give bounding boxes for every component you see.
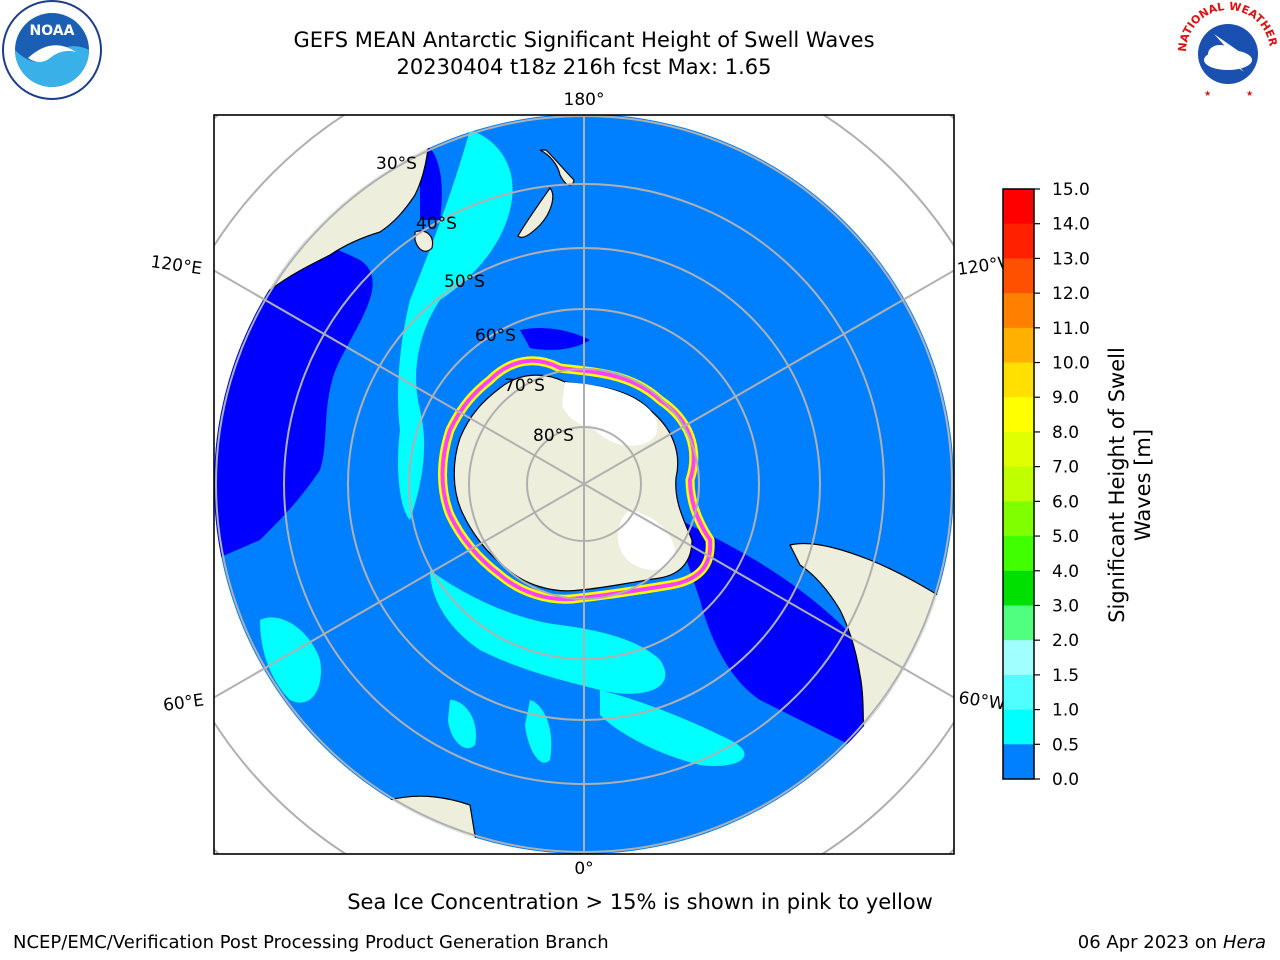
lat-label-70s: 70°S bbox=[504, 376, 545, 396]
footer-credit: NCEP/EMC/Verification Post Processing Pr… bbox=[13, 932, 609, 953]
colorbar-tick-label: 3.0 bbox=[1052, 596, 1079, 616]
colorbar-tick-label: 11.0 bbox=[1052, 319, 1090, 339]
map-subtitle: 20230404 t18z 216h fcst Max: 1.65 bbox=[396, 55, 772, 79]
colorbar-segment bbox=[1003, 570, 1034, 606]
weddell-ice-shelf bbox=[618, 510, 676, 570]
colorbar-segment bbox=[1003, 640, 1034, 676]
map-title: GEFS MEAN Antarctic Significant Height o… bbox=[293, 28, 875, 52]
lon-label-120e: 120°E bbox=[149, 252, 203, 279]
lon-label-0: 0° bbox=[574, 859, 593, 879]
graticule bbox=[214, 115, 954, 854]
colorbar-frame bbox=[1002, 188, 1035, 780]
high-swell-region bbox=[260, 617, 321, 703]
colorbar-tick-label: 15.0 bbox=[1052, 180, 1090, 200]
colorbar-segment bbox=[1003, 536, 1034, 572]
colorbar-segment bbox=[1003, 293, 1034, 329]
colorbar-tick-label: 7.0 bbox=[1052, 458, 1079, 478]
colorbar-segment bbox=[1003, 466, 1034, 502]
land-new-zealand-south bbox=[517, 187, 554, 238]
lat-label-60s: 60°S bbox=[475, 326, 516, 346]
colorbar-segment bbox=[1003, 223, 1034, 259]
colorbar-tick-label: 10.0 bbox=[1052, 354, 1090, 374]
colorbar-segment bbox=[1003, 431, 1034, 468]
ross-ice-shelf bbox=[562, 382, 658, 446]
colorbar-segment bbox=[1003, 709, 1034, 745]
colorbar-segment bbox=[1003, 397, 1034, 433]
colorbar-tick-label: 4.0 bbox=[1052, 562, 1079, 582]
high-swell-region bbox=[430, 570, 666, 694]
colorbar-tick-label: 9.0 bbox=[1052, 388, 1079, 408]
colorbar-segment bbox=[1003, 189, 1034, 225]
lat-label-40s: 40°S bbox=[416, 214, 457, 234]
lon-label-180: 180° bbox=[564, 90, 605, 110]
colorbar-tick-label: 8.0 bbox=[1052, 423, 1079, 443]
colorbar-tick-label: 1.0 bbox=[1052, 701, 1079, 721]
high-swell-region bbox=[448, 700, 476, 749]
lon-label-60e: 60°E bbox=[162, 690, 205, 715]
lat-label-80s: 80°S bbox=[533, 426, 574, 446]
colorbar: 15.0 14.0 13.0 12.0 11.0 10.0 9.0 8.0 7.0 6.0 5.0 4… bbox=[1002, 180, 1090, 790]
colorbar-segment bbox=[1003, 327, 1034, 364]
colorbar-tick-label: 2.0 bbox=[1052, 631, 1079, 651]
colorbar-tick-label: 6.0 bbox=[1052, 492, 1079, 512]
lat-label-50s: 50°S bbox=[444, 272, 485, 292]
colorbar-segment bbox=[1003, 501, 1034, 537]
colorbar-segment bbox=[1003, 674, 1034, 711]
colorbar-tick-label: 1.5 bbox=[1052, 666, 1079, 686]
colorbar-segment bbox=[1003, 362, 1034, 398]
colorbar-segment bbox=[1003, 258, 1034, 294]
noaa-logo: NOAA bbox=[2, 0, 102, 100]
colorbar-tick-label: 0.5 bbox=[1052, 735, 1079, 755]
noaa-logo-text: NOAA bbox=[30, 23, 75, 39]
sea-ice-note: Sea Ice Concentration > 15% is shown in … bbox=[347, 890, 933, 914]
colorbar-label-line2: Waves [m] bbox=[1131, 429, 1155, 541]
colorbar-tick-label: 0.0 bbox=[1052, 770, 1079, 790]
colorbar-tick-label: 12.0 bbox=[1052, 284, 1090, 304]
colorbar-tick-label: 14.0 bbox=[1052, 215, 1090, 235]
map-frame bbox=[213, 114, 955, 855]
lat-label-30s: 30°S bbox=[376, 154, 417, 174]
high-swell-region bbox=[398, 130, 513, 520]
high-swell-region bbox=[600, 690, 745, 766]
svg-text:★: ★ bbox=[1204, 89, 1211, 98]
footer-date: 06 Apr 2023 on Hera bbox=[1078, 932, 1266, 953]
svg-text:★: ★ bbox=[1246, 89, 1253, 98]
sea-ice-edge bbox=[440, 358, 713, 602]
colorbar-tick-label: 5.0 bbox=[1052, 527, 1079, 547]
colorbar-label-line1: Significant Height of Swell bbox=[1105, 347, 1129, 623]
footer-date-text: 06 Apr 2023 on bbox=[1077, 932, 1223, 953]
land-tasmania bbox=[414, 230, 434, 252]
nws-logo: NATIONAL WEATHER SERVICE ★ ★ bbox=[1176, 0, 1280, 102]
footer-machine: Hera bbox=[1222, 932, 1266, 953]
low-swell-region bbox=[680, 520, 900, 760]
colorbar-segment bbox=[1003, 744, 1034, 780]
colorbar-segment bbox=[1003, 605, 1034, 641]
colorbar-tick-label: 13.0 bbox=[1052, 249, 1090, 269]
lon-label-60w: 60°W bbox=[957, 688, 1006, 714]
low-swell-region bbox=[520, 328, 590, 350]
high-swell-region bbox=[525, 700, 552, 763]
